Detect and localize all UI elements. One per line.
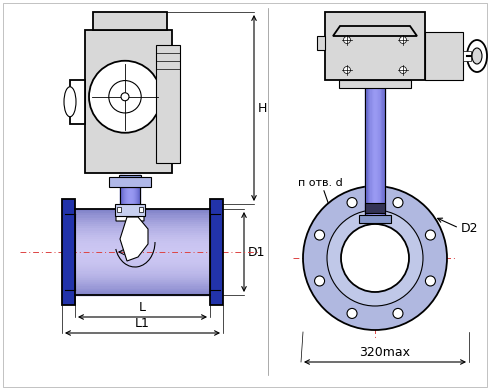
Bar: [117, 207, 121, 212]
Bar: [325, 12, 425, 80]
Bar: [463, 51, 471, 61]
Polygon shape: [120, 217, 148, 261]
Bar: [339, 80, 411, 88]
Circle shape: [425, 230, 436, 240]
Bar: [365, 203, 385, 213]
Bar: [93, 12, 167, 30]
Bar: [156, 45, 180, 163]
Circle shape: [347, 308, 357, 318]
Circle shape: [303, 186, 447, 330]
Bar: [139, 207, 143, 212]
Polygon shape: [116, 211, 144, 221]
Text: D1: D1: [248, 245, 266, 259]
Text: L: L: [139, 301, 146, 314]
Bar: [317, 35, 325, 50]
Circle shape: [425, 276, 436, 286]
Bar: [85, 30, 172, 173]
Circle shape: [315, 276, 325, 286]
Ellipse shape: [64, 87, 76, 117]
Bar: [115, 204, 145, 216]
Bar: [70, 80, 85, 124]
Bar: [62, 199, 75, 305]
Circle shape: [341, 224, 409, 292]
Bar: [425, 32, 463, 80]
Circle shape: [89, 61, 161, 133]
Ellipse shape: [467, 40, 487, 72]
Circle shape: [393, 308, 403, 318]
Bar: [109, 177, 151, 187]
Text: L1: L1: [135, 317, 150, 330]
Circle shape: [344, 37, 351, 44]
Circle shape: [315, 230, 325, 240]
Bar: [119, 175, 141, 187]
Circle shape: [344, 67, 351, 73]
Circle shape: [121, 93, 129, 101]
Circle shape: [109, 81, 141, 113]
Text: п отв. d: п отв. d: [298, 178, 343, 188]
Text: D2: D2: [461, 222, 479, 234]
Circle shape: [327, 210, 423, 306]
Polygon shape: [333, 26, 417, 36]
Text: H: H: [258, 101, 268, 115]
Circle shape: [393, 198, 403, 207]
Circle shape: [400, 37, 407, 44]
Bar: [359, 215, 391, 223]
Ellipse shape: [472, 48, 482, 64]
Text: 320max: 320max: [359, 346, 410, 359]
Circle shape: [400, 67, 407, 73]
Bar: [210, 199, 223, 305]
Circle shape: [347, 198, 357, 207]
